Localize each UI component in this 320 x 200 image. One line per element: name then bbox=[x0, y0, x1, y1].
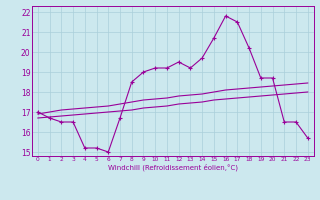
X-axis label: Windchill (Refroidissement éolien,°C): Windchill (Refroidissement éolien,°C) bbox=[108, 164, 238, 171]
